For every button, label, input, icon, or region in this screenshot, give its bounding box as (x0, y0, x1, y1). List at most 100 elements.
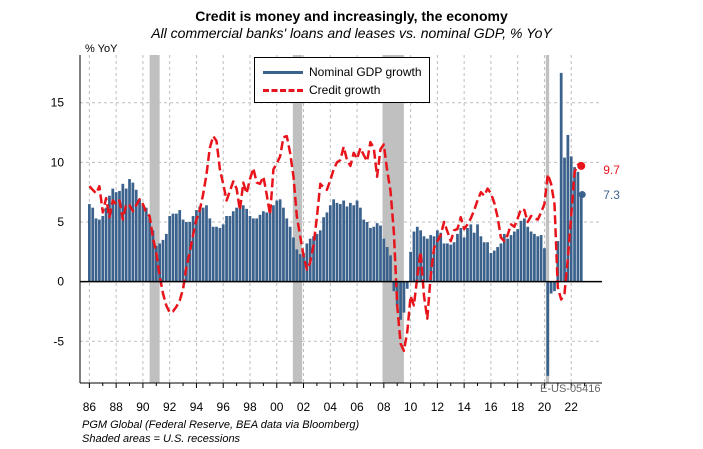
x-tick-label: 16 (484, 400, 498, 414)
x-tick-label: 18 (511, 400, 525, 414)
gdp-bar (285, 218, 289, 282)
x-tick-label: 94 (190, 400, 204, 414)
gdp-bar (312, 236, 315, 282)
gdp-bar (141, 204, 145, 282)
chart-code: E-US-05416 (540, 383, 601, 395)
legend-label-gdp: Nominal GDP growth (309, 65, 422, 79)
gdp-bar (272, 205, 275, 282)
x-tick-label: 14 (457, 400, 471, 414)
gdp-bar (164, 233, 168, 282)
gdp-bar (221, 224, 225, 282)
x-tick-label: 00 (270, 400, 284, 414)
gdp-bar (158, 243, 162, 282)
legend-swatch-credit (263, 88, 303, 92)
gdp-bar (325, 212, 329, 282)
gdp-bar (195, 210, 198, 282)
gdp-bar (476, 224, 479, 282)
gdp-bar (275, 200, 279, 282)
x-tick-label: 22 (565, 400, 579, 414)
gdp-bar (328, 205, 332, 282)
recession-band (292, 55, 303, 383)
gdp-bar (198, 206, 202, 282)
gdp-bar (174, 213, 178, 282)
gdp-bar (238, 207, 242, 282)
y-tick-label: 10 (51, 155, 65, 169)
gdp-bar (522, 218, 526, 282)
gdp-bar (573, 167, 576, 282)
gdp-bar (342, 200, 346, 282)
gdp-bar (131, 182, 135, 282)
gdp-bar (359, 207, 362, 282)
chart-subtitle: All commercial banks' loans and leases v… (151, 25, 552, 41)
gdp-bar (489, 252, 493, 282)
gdp-bar (348, 202, 352, 282)
gdp-bar (295, 249, 299, 282)
gdp-bar (536, 236, 540, 282)
x-tick-label: 12 (431, 400, 445, 414)
gdp-bar (482, 242, 486, 282)
chart-title: Credit is money and increasingly, the ec… (195, 8, 508, 24)
x-tick-label: 08 (377, 400, 391, 414)
credit-line (88, 134, 582, 353)
x-tick-label: 02 (297, 400, 311, 414)
gdp-bar (302, 252, 305, 282)
gdp-bar (452, 242, 456, 282)
gdp-bar (516, 229, 520, 282)
gdp-bar (382, 238, 386, 282)
gdp-bar (402, 281, 406, 313)
gdp-bar (449, 244, 453, 282)
gdp-bar (121, 183, 125, 282)
gdp-bar (225, 216, 228, 282)
y-tick-label: 5 (57, 215, 64, 229)
credit-line-layer (88, 134, 586, 353)
gdp-bar (332, 199, 336, 282)
gdp-bar (228, 216, 232, 282)
gdp-bar (255, 218, 259, 282)
recession-band (545, 55, 550, 383)
gdp-bar (362, 219, 366, 282)
gdp-bar (459, 227, 463, 282)
gdp-bar (215, 226, 218, 282)
gdp-bar (399, 281, 402, 320)
legend-label-credit: Credit growth (309, 83, 381, 97)
gdp-bar (265, 212, 269, 282)
gdp-bar (201, 207, 205, 282)
gdp-bar (87, 204, 91, 282)
gdp-bar (499, 243, 503, 282)
gdp-bar (178, 210, 182, 282)
gdp-bar (492, 250, 496, 282)
gdp-bar (442, 243, 446, 282)
gdp-bar (432, 236, 436, 282)
x-tick-label: 98 (243, 400, 257, 414)
y-axis-label: % YoY (85, 43, 118, 55)
gdp-bar (345, 206, 349, 282)
gdp-bar (559, 72, 563, 282)
gdp-bar (375, 223, 379, 282)
gdp-bar (549, 281, 553, 294)
gdp-bar (188, 221, 192, 282)
gdp-bar (379, 225, 382, 282)
gdp-bar (104, 207, 108, 282)
gdp-bar (533, 233, 536, 282)
gdp-bar (218, 227, 222, 282)
gdp-bar (94, 218, 98, 282)
gdp-bar (128, 179, 131, 282)
gdp-bar (425, 238, 429, 282)
gdp-end-marker (578, 191, 586, 199)
gdp-bar (429, 235, 433, 282)
gdp-bar (338, 204, 342, 282)
gdp-bar (446, 243, 449, 282)
gdp-bar (576, 171, 580, 282)
end-label-credit: 9.7 (603, 162, 620, 177)
gdp-bar (563, 157, 566, 282)
gdp-bar (278, 199, 282, 282)
gdp-bar (529, 231, 533, 282)
x-tick-label: 96 (217, 400, 231, 414)
gdp-bar (439, 232, 443, 282)
x-tick-label: 86 (83, 400, 97, 414)
legend-item-gdp: Nominal GDP growth (263, 64, 422, 80)
gdp-bar (118, 190, 121, 282)
gdp-bar (422, 236, 426, 282)
gdp-bar (208, 218, 212, 282)
gdp-bar (181, 219, 185, 282)
